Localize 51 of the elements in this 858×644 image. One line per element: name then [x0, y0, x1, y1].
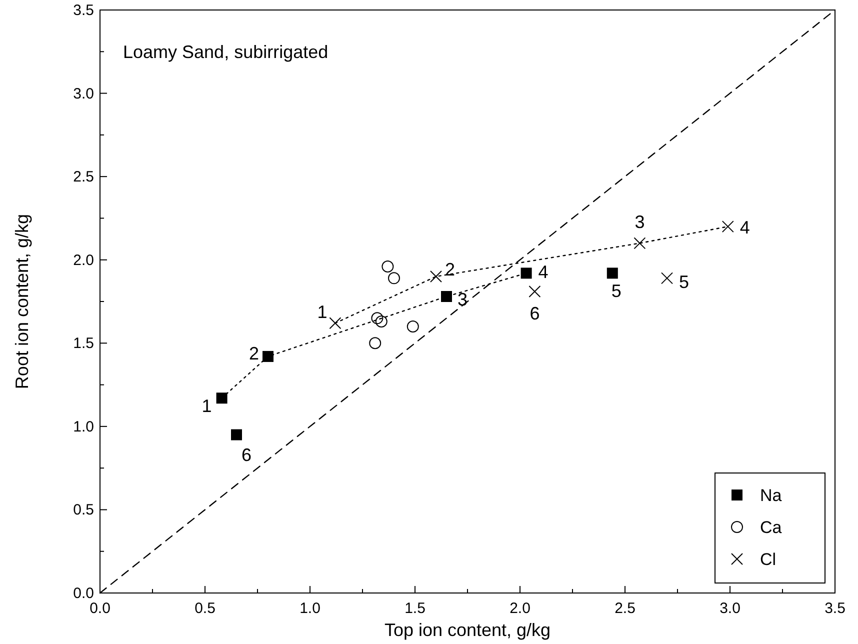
point: [375, 315, 388, 328]
point: [634, 237, 646, 250]
legend-label: Ca: [760, 518, 782, 537]
point: [661, 272, 673, 284]
x-tick-label: 1.5: [404, 600, 426, 617]
point: [369, 337, 382, 350]
point: [216, 392, 228, 404]
annotation: 4: [740, 218, 750, 238]
legend-label: Cl: [760, 550, 776, 569]
annotation: 2: [248, 343, 260, 364]
x-tick-label: 0.0: [90, 600, 110, 617]
y-tick-label: 3.0: [73, 85, 94, 102]
point: [430, 270, 442, 283]
point: [382, 260, 394, 273]
y-tick-label: 1.0: [73, 418, 94, 436]
annotation: 6: [241, 444, 252, 465]
point: [606, 268, 618, 279]
annotation: 4: [538, 262, 548, 282]
x-tick-label: 3.0: [720, 600, 740, 617]
y-tick-label: 2.0: [73, 252, 94, 269]
annotation: Loamy Sand, subirrigated: [123, 42, 328, 62]
y-tick-label: 0.5: [73, 502, 94, 519]
point: [722, 220, 734, 233]
annotation: 1: [317, 302, 328, 322]
annotation: 3: [634, 212, 645, 232]
y-axis-title: Root ion content, g/kg: [12, 214, 32, 390]
point: [520, 268, 532, 279]
annotation: 2: [444, 260, 456, 280]
x-tick-label: 3.5: [824, 600, 846, 617]
point: [528, 286, 541, 298]
point: [231, 429, 242, 440]
y-tick-label: 3.5: [73, 2, 94, 19]
point: [388, 272, 400, 284]
point: [329, 317, 342, 330]
annotation: 1: [202, 396, 212, 416]
annotation: 5: [611, 281, 622, 302]
y-tick-label: 0.0: [73, 585, 94, 602]
y-tick-label: 2.5: [73, 168, 94, 186]
point: [406, 320, 419, 332]
point: [371, 312, 384, 324]
x-tick-label: 0.5: [194, 600, 216, 617]
x-tick-label: 1.0: [300, 600, 320, 617]
point: [262, 350, 274, 362]
legend-label: Na: [760, 486, 782, 505]
x-axis-title: Top ion content, g/kg: [384, 620, 551, 640]
annotation: 6: [530, 304, 540, 324]
y-tick-label: 1.5: [73, 335, 94, 352]
annotation: 5: [678, 272, 690, 292]
x-tick-label: 2.5: [614, 600, 636, 617]
point: [441, 291, 452, 302]
x-tick-label: 2.0: [510, 600, 530, 617]
